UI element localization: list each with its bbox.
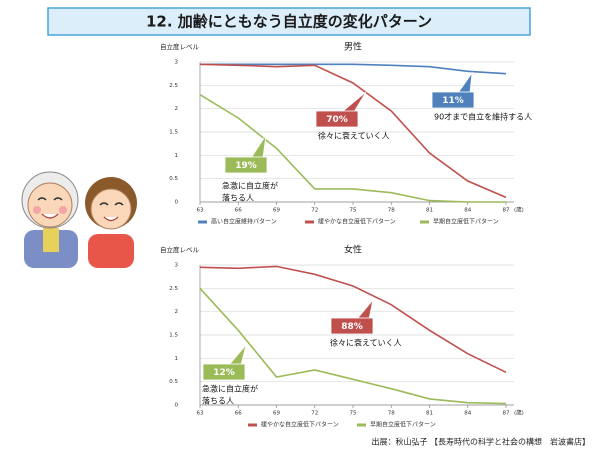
x-tick-label: 87 <box>503 411 510 417</box>
callout-note: 落ちる人 <box>222 193 254 203</box>
series-line <box>199 287 507 405</box>
y-tick-label: 1 <box>175 153 179 159</box>
x-tick-label: 66 <box>235 411 242 417</box>
callout-box <box>330 317 374 335</box>
y-tick-label: 0.5 <box>169 176 178 182</box>
callout-note: 90才まで自立を維持する人 <box>434 112 532 122</box>
callout-percent: 11% <box>442 96 464 106</box>
x-tick-label: 72 <box>311 208 318 214</box>
y-tick-label: 3 <box>175 263 179 269</box>
callout-percent: 88% <box>341 322 363 332</box>
series-line <box>200 63 507 75</box>
y-tick-label: 0 <box>175 403 179 409</box>
series-line <box>199 265 507 374</box>
y-tick-label: 2.5 <box>169 286 178 292</box>
callout-note: 急激に自立度が <box>202 384 258 394</box>
x-tick-label: 66 <box>235 208 242 214</box>
x-tick-label: 63 <box>197 411 204 417</box>
legend-label: 早期自立度低下パターン <box>433 218 499 226</box>
y-tick-label: 2.5 <box>169 83 178 89</box>
callout-percent: 70% <box>326 115 348 125</box>
callout-note: 急激に自立度が <box>222 181 278 191</box>
x-tick-label: 75 <box>350 411 357 417</box>
y-tick-label: 1.5 <box>169 333 178 339</box>
callout-percent: 12% <box>213 368 235 378</box>
x-tick-label: 75 <box>350 208 357 214</box>
callout-note: 徐々に衰えていく人 <box>318 131 390 141</box>
chart-title: 女性 <box>344 244 362 256</box>
x-tick-label: 69 <box>273 208 280 214</box>
x-tick-label: 84 <box>464 208 471 214</box>
y-tick-label: 0.5 <box>169 379 178 385</box>
title-box <box>47 7 531 36</box>
chart-title: 男性 <box>344 41 362 53</box>
x-axis-unit: (歳) <box>514 206 524 214</box>
legend-label: 緩やかな自立度低下パターン <box>318 218 396 226</box>
elderly-couple-illustration <box>21 171 137 268</box>
legend-label: 高い自立度維持パターン <box>211 218 277 226</box>
series-line <box>199 63 507 199</box>
x-tick-label: 72 <box>311 411 318 417</box>
y-axis-label: 自立度レベル <box>160 245 200 254</box>
x-tick-label: 63 <box>197 208 204 214</box>
callout-box <box>202 363 246 381</box>
x-tick-label: 78 <box>388 208 395 214</box>
x-tick-label: 87 <box>503 208 510 214</box>
callout-box <box>431 91 475 109</box>
callout-note: 落ちる人 <box>202 396 234 406</box>
y-axis-label: 自立度レベル <box>160 42 200 51</box>
y-tick-label: 1.5 <box>169 130 178 136</box>
x-tick-label: 69 <box>273 411 280 417</box>
callout-box <box>315 110 359 128</box>
y-tick-label: 2 <box>175 106 179 112</box>
y-tick-label: 1 <box>175 356 179 362</box>
callout-pointer <box>457 71 473 94</box>
callout-box <box>224 156 268 174</box>
callout-note: 徐々に衰えていく人 <box>330 338 402 348</box>
series-line <box>199 93 506 203</box>
y-tick-label: 0 <box>175 200 179 206</box>
x-tick-label: 84 <box>464 411 471 417</box>
callout-pointer <box>250 134 267 159</box>
legend-label: 早期自立度低下パターン <box>370 421 436 429</box>
x-axis-unit: (歳) <box>514 409 524 417</box>
callout-pointer <box>356 299 374 320</box>
slide-title: 12. 加齢にともなう自立度の変化パターン <box>146 13 432 31</box>
x-tick-label: 81 <box>426 411 433 417</box>
x-tick-label: 81 <box>426 208 433 214</box>
source-note: 出展：秋山弘子 【長寿時代の科学と社会の構想 岩波書店】 <box>371 437 590 447</box>
legend-label: 緩やかな自立度低下パターン <box>261 421 339 429</box>
y-tick-label: 2 <box>175 309 179 315</box>
callout-percent: 19% <box>235 161 257 171</box>
callout-pointer <box>228 344 247 366</box>
x-tick-label: 78 <box>388 411 395 417</box>
y-tick-label: 3 <box>175 60 179 66</box>
